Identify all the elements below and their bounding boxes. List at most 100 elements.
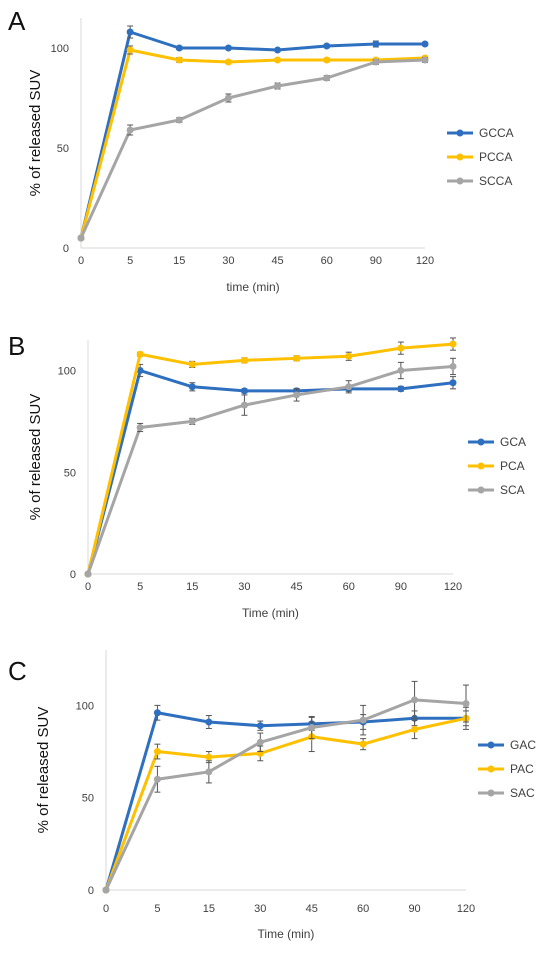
x-tick-label: 60 bbox=[343, 581, 355, 593]
data-point-pac bbox=[411, 725, 419, 733]
y-tick-label: 50 bbox=[64, 467, 76, 479]
data-point-gac bbox=[153, 709, 161, 717]
x-tick-label: 120 bbox=[457, 903, 475, 915]
legend-entry-pca: PCA bbox=[468, 459, 525, 473]
data-point-gcca bbox=[323, 42, 331, 50]
data-point-pca bbox=[293, 354, 301, 362]
x-tick-label: 5 bbox=[137, 581, 143, 593]
data-point-gca bbox=[188, 383, 196, 391]
legend-label: GAC bbox=[510, 738, 536, 752]
legend-marker bbox=[477, 462, 485, 470]
data-point-gcca bbox=[126, 28, 134, 36]
series-line-pcca bbox=[79, 48, 427, 240]
y-axis-title: % of released SUV bbox=[35, 707, 52, 834]
x-axis-title: time (min) bbox=[226, 280, 279, 294]
y-tick-label: 0 bbox=[88, 885, 94, 897]
legend-entry-sac: SAC bbox=[478, 786, 535, 800]
x-tick-label: 5 bbox=[127, 255, 133, 267]
series-line-pac bbox=[104, 716, 468, 892]
legend-entry-pac: PAC bbox=[478, 762, 534, 776]
data-point-pcca bbox=[224, 58, 232, 66]
data-point-sca bbox=[449, 362, 457, 370]
data-point-scca bbox=[421, 56, 429, 64]
data-point-pca bbox=[188, 360, 196, 368]
x-axis-title: Time (min) bbox=[258, 927, 315, 941]
x-tick-label: 60 bbox=[357, 903, 369, 915]
series-line-gca bbox=[86, 369, 455, 576]
data-point-pcca bbox=[175, 56, 183, 64]
data-point-sca bbox=[240, 401, 248, 409]
legend-label: GCCA bbox=[479, 126, 514, 140]
data-point-sca bbox=[188, 417, 196, 425]
x-tick-label: 90 bbox=[370, 255, 382, 267]
legend-entry-scca: SCCA bbox=[447, 174, 512, 188]
series-line-gac bbox=[104, 711, 468, 892]
x-tick-label: 45 bbox=[271, 255, 283, 267]
data-point-sca bbox=[136, 423, 144, 431]
x-tick-label: 30 bbox=[254, 903, 266, 915]
data-point-gca bbox=[240, 387, 248, 395]
x-tick-label: 5 bbox=[154, 903, 160, 915]
data-point-gac bbox=[256, 722, 264, 730]
chart-panel-c: C 0 50 100 0 5 15 30 45 60 90 120 Time (min) % of rel… bbox=[8, 650, 536, 941]
data-point-scca bbox=[372, 58, 380, 66]
x-tick-label: 90 bbox=[395, 581, 407, 593]
x-tick-label: 90 bbox=[408, 903, 420, 915]
x-tick-label: 60 bbox=[321, 255, 333, 267]
legend-label: SCA bbox=[500, 483, 525, 497]
data-point-gca bbox=[136, 367, 144, 375]
legend-entry-sca: SCA bbox=[468, 483, 525, 497]
panel-letter: A bbox=[8, 6, 26, 36]
legend-label: SCCA bbox=[479, 174, 512, 188]
chart-panel-a: A 0 50 100 0 5 15 30 45 60 90 120 time (min) % of rel… bbox=[8, 6, 514, 294]
data-point-pca bbox=[397, 344, 405, 352]
y-tick-label: 100 bbox=[51, 43, 69, 55]
x-tick-label: 0 bbox=[78, 255, 84, 267]
legend-entry-gcca: GCCA bbox=[447, 126, 514, 140]
x-tick-label: 45 bbox=[306, 903, 318, 915]
data-point-pca bbox=[449, 340, 457, 348]
data-point-pac bbox=[359, 740, 367, 748]
data-point-scca bbox=[77, 234, 85, 242]
legend-marker bbox=[487, 741, 495, 749]
x-axis-title: Time (min) bbox=[242, 606, 299, 620]
data-point-sac bbox=[359, 716, 367, 724]
y-tick-label: 50 bbox=[82, 793, 94, 805]
series-line-scca bbox=[79, 58, 427, 240]
data-point-gca bbox=[449, 379, 457, 387]
data-point-pac bbox=[153, 748, 161, 756]
legend-label: PCA bbox=[500, 459, 525, 473]
y-axis-title: % of released SUV bbox=[27, 394, 44, 521]
data-point-gcca bbox=[421, 40, 429, 48]
data-point-pac bbox=[205, 753, 213, 761]
y-tick-label: 50 bbox=[57, 143, 69, 155]
data-point-sac bbox=[102, 886, 110, 894]
data-point-sca bbox=[293, 391, 301, 399]
y-axis-title: % of released SUV bbox=[27, 70, 44, 197]
series-line-gcca bbox=[79, 30, 427, 240]
data-point-pca bbox=[240, 356, 248, 364]
data-point-gcca bbox=[274, 46, 282, 54]
y-tick-label: 100 bbox=[76, 700, 94, 712]
data-point-sac bbox=[308, 724, 316, 732]
x-tick-label: 15 bbox=[186, 581, 198, 593]
series-line-sca bbox=[86, 364, 455, 576]
data-point-sac bbox=[462, 700, 470, 708]
x-tick-label: 0 bbox=[103, 903, 109, 915]
data-point-sca bbox=[397, 367, 405, 375]
data-point-gac bbox=[205, 718, 213, 726]
data-point-scca bbox=[126, 126, 134, 134]
series-line-sac bbox=[104, 698, 468, 892]
data-point-gcca bbox=[224, 44, 232, 52]
legend-entry-gac: GAC bbox=[478, 738, 536, 752]
legend-label: SAC bbox=[510, 786, 535, 800]
legend-entry-pcca: PCCA bbox=[447, 150, 512, 164]
legend-marker bbox=[487, 765, 495, 773]
data-point-pca bbox=[345, 352, 353, 360]
data-point-pcca bbox=[274, 56, 282, 64]
legend-marker bbox=[456, 153, 464, 161]
y-tick-label: 0 bbox=[63, 243, 69, 255]
legend-label: GCA bbox=[500, 435, 526, 449]
data-point-sca bbox=[84, 570, 92, 578]
